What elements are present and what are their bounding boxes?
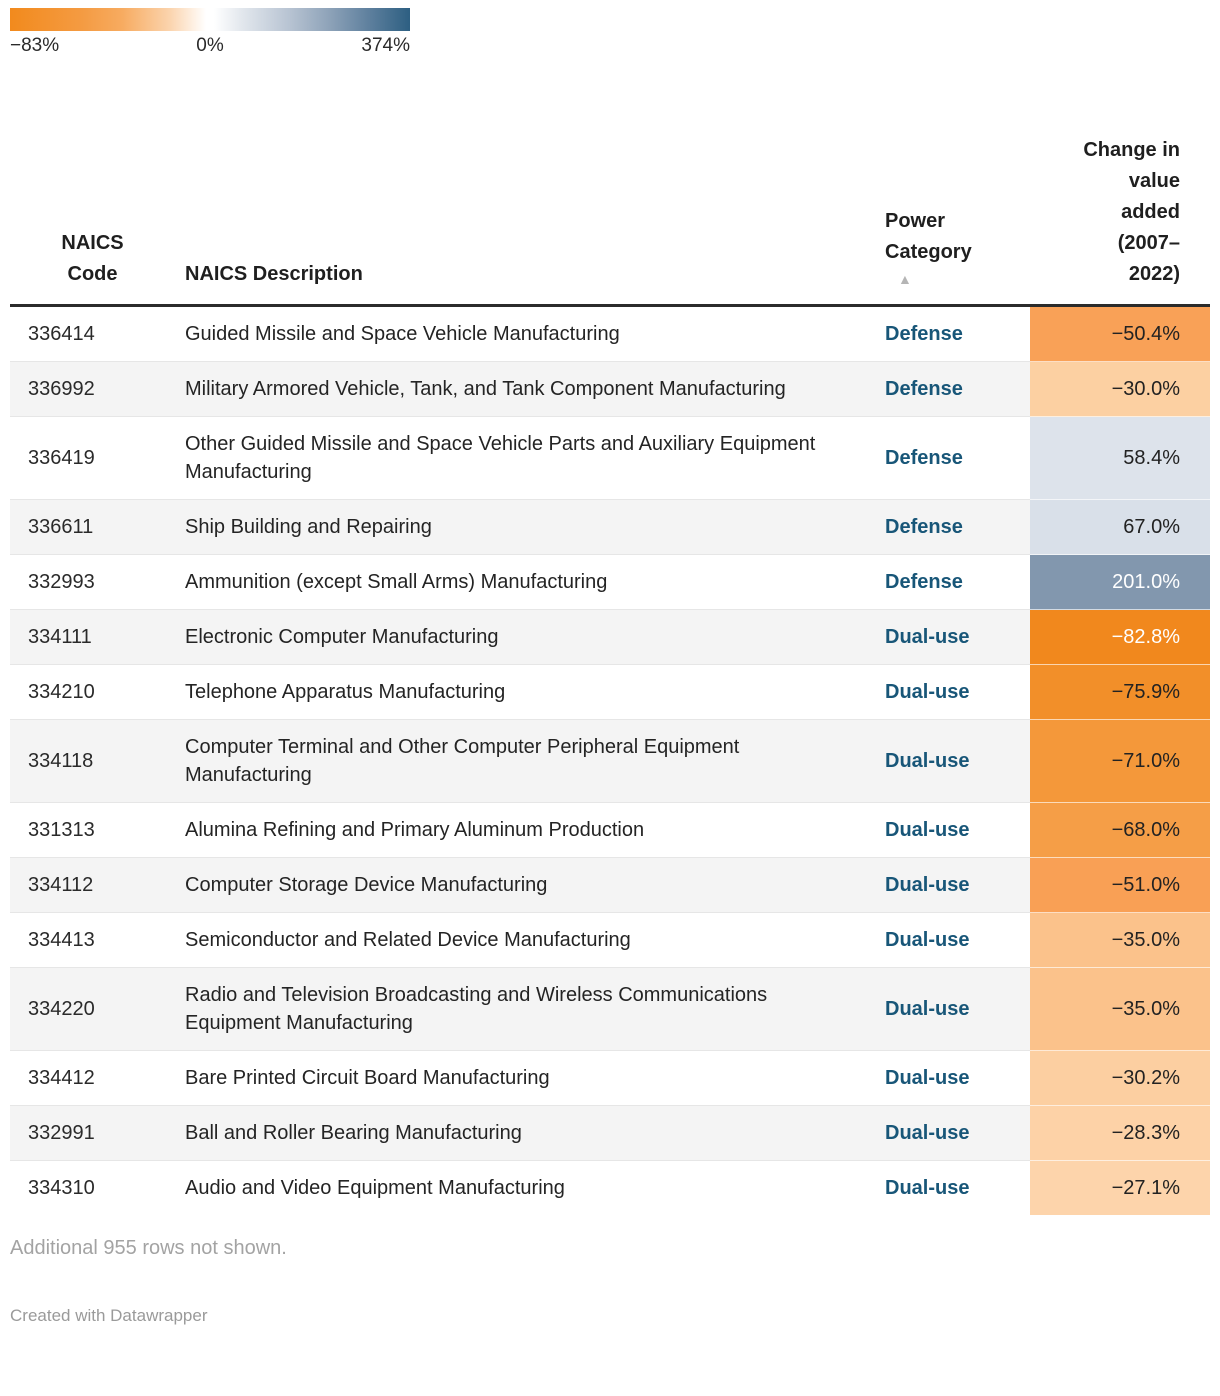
power-category-cell: Dual-use bbox=[880, 912, 1030, 968]
naics-description-cell: Radio and Television Broadcasting and Wi… bbox=[175, 967, 880, 1051]
power-category-cell: Defense bbox=[880, 499, 1030, 555]
naics-code-cell: 334112 bbox=[10, 857, 175, 913]
power-category-cell: Dual-use bbox=[880, 1050, 1030, 1106]
column-header-power-category[interactable]: Power Category ▲ bbox=[880, 79, 1030, 307]
table-row: 332993 Ammunition (except Small Arms) Ma… bbox=[10, 554, 1210, 610]
table-row: 334111 Electronic Computer Manufacturing… bbox=[10, 609, 1210, 665]
naics-description-cell: Guided Missile and Space Vehicle Manufac… bbox=[185, 323, 620, 345]
naics-code-cell: 334220 bbox=[10, 967, 175, 1051]
legend-zero-label: 0% bbox=[196, 35, 224, 56]
naics-code-cell: 334412 bbox=[10, 1050, 175, 1106]
naics-code-cell: 334111 bbox=[10, 609, 175, 665]
legend-max-label: 374% bbox=[361, 35, 410, 56]
column-header-change-in-value[interactable]: Change in value added (2007–2022) bbox=[1030, 79, 1210, 307]
change-value-cell: −30.0% bbox=[1030, 361, 1210, 417]
naics-description-cell: Semiconductor and Related Device Manufac… bbox=[175, 912, 880, 968]
table-row: 334310 Audio and Video Equipment Manufac… bbox=[10, 1160, 1210, 1215]
table-row: 334412 Bare Printed Circuit Board Manufa… bbox=[10, 1050, 1210, 1106]
naics-description-cell: Ammunition (except Small Arms) Manufactu… bbox=[175, 554, 880, 610]
change-value-cell: −82.8% bbox=[1030, 609, 1210, 665]
naics-code-cell: 336611 bbox=[10, 499, 175, 555]
naics-table: NAICS Code NAICS Description Power Categ… bbox=[10, 79, 1210, 1215]
naics-description-cell: Computer Storage Device Manufacturing bbox=[175, 857, 880, 913]
power-category-cell: Defense bbox=[880, 554, 1030, 610]
power-category-cell: Dual-use bbox=[880, 857, 1030, 913]
power-category-cell: Defense bbox=[880, 361, 1030, 417]
naics-code-cell: 336419 bbox=[10, 416, 175, 500]
naics-code-cell: 334413 bbox=[10, 912, 175, 968]
datawrapper-attribution: Created with Datawrapper bbox=[10, 1306, 208, 1325]
table-row: 334220 Radio and Television Broadcasting… bbox=[10, 967, 1210, 1051]
naics-description-cell: Military Armored Vehicle, Tank, and Tank… bbox=[175, 361, 880, 417]
change-value-cell: −35.0% bbox=[1030, 912, 1210, 968]
naics-description-cell: Bare Printed Circuit Board Manufacturing bbox=[175, 1050, 880, 1106]
naics-description-cell: Electronic Computer Manufacturing bbox=[175, 609, 880, 665]
naics-code-cell: 334310 bbox=[10, 1160, 175, 1215]
naics-code-cell: 336414 bbox=[28, 323, 95, 345]
table-row: 332991 Ball and Roller Bearing Manufactu… bbox=[10, 1105, 1210, 1161]
naics-description-cell: Alumina Refining and Primary Aluminum Pr… bbox=[175, 802, 880, 858]
table-header-row: NAICS Code NAICS Description Power Categ… bbox=[10, 79, 1210, 307]
column-header-naics-description[interactable]: NAICS Description bbox=[175, 79, 880, 307]
table-row: 336414 Guided Missile and Space Vehicle … bbox=[10, 305, 1210, 362]
power-category-cell: Dual-use bbox=[880, 967, 1030, 1051]
column-header-naics-code[interactable]: NAICS Code bbox=[10, 79, 175, 307]
power-category-cell: Dual-use bbox=[880, 1105, 1030, 1161]
naics-code-cell: 336992 bbox=[10, 361, 175, 417]
naics-description-cell: Audio and Video Equipment Manufacturing bbox=[175, 1160, 880, 1215]
legend-labels: −83% 0% 374% bbox=[10, 35, 410, 65]
power-category-cell: Dual-use bbox=[880, 719, 1030, 803]
change-value-cell: −35.0% bbox=[1030, 967, 1210, 1051]
table-row: 334413 Semiconductor and Related Device … bbox=[10, 912, 1210, 968]
change-value-cell: −71.0% bbox=[1030, 719, 1210, 803]
power-category-cell: Dual-use bbox=[880, 802, 1030, 858]
naics-code-cell: 334118 bbox=[10, 719, 175, 803]
naics-code-cell: 332991 bbox=[10, 1105, 175, 1161]
table-row: 334118 Computer Terminal and Other Compu… bbox=[10, 719, 1210, 803]
naics-code-cell: 334210 bbox=[10, 664, 175, 720]
table-row: 331313 Alumina Refining and Primary Alum… bbox=[10, 802, 1210, 858]
change-value-cell: 58.4% bbox=[1030, 416, 1210, 500]
sort-ascending-icon[interactable]: ▲ bbox=[898, 271, 912, 287]
power-category-cell: Defense bbox=[880, 416, 1030, 500]
table-row: 336611 Ship Building and Repairing Defen… bbox=[10, 499, 1210, 555]
color-gradient-bar bbox=[10, 8, 410, 31]
change-value-cell: −30.2% bbox=[1030, 1050, 1210, 1106]
naics-code-cell: 331313 bbox=[10, 802, 175, 858]
naics-description-cell: Other Guided Missile and Space Vehicle P… bbox=[175, 416, 880, 500]
rows-not-shown-note: Additional 955 rows not shown. bbox=[10, 1237, 287, 1259]
naics-description-cell: Ship Building and Repairing bbox=[175, 499, 880, 555]
power-category-cell: Dual-use bbox=[880, 1160, 1030, 1215]
power-category-cell: Dual-use bbox=[880, 664, 1030, 720]
power-category-cell: Dual-use bbox=[880, 609, 1030, 665]
power-category-cell: Defense bbox=[885, 323, 963, 345]
naics-code-cell: 332993 bbox=[10, 554, 175, 610]
naics-description-cell: Computer Terminal and Other Computer Per… bbox=[175, 719, 880, 803]
table-row: 334210 Telephone Apparatus Manufacturing… bbox=[10, 664, 1210, 720]
change-value-cell: 201.0% bbox=[1030, 554, 1210, 610]
naics-description-cell: Ball and Roller Bearing Manufacturing bbox=[175, 1105, 880, 1161]
legend-min-label: −83% bbox=[10, 35, 60, 56]
table-row: 334112 Computer Storage Device Manufactu… bbox=[10, 857, 1210, 913]
change-value-cell: −28.3% bbox=[1030, 1105, 1210, 1161]
table-row: 336419 Other Guided Missile and Space Ve… bbox=[10, 416, 1210, 500]
change-value-cell: −27.1% bbox=[1030, 1160, 1210, 1215]
naics-description-cell: Telephone Apparatus Manufacturing bbox=[175, 664, 880, 720]
change-value-cell: −75.9% bbox=[1030, 664, 1210, 720]
color-scale-legend: −83% 0% 374% bbox=[10, 8, 410, 65]
change-value-cell: −68.0% bbox=[1030, 802, 1210, 858]
change-value-cell: 67.0% bbox=[1030, 499, 1210, 555]
change-value-cell: −50.4% bbox=[1030, 305, 1210, 362]
table-row: 336992 Military Armored Vehicle, Tank, a… bbox=[10, 361, 1210, 417]
change-value-cell: −51.0% bbox=[1030, 857, 1210, 913]
